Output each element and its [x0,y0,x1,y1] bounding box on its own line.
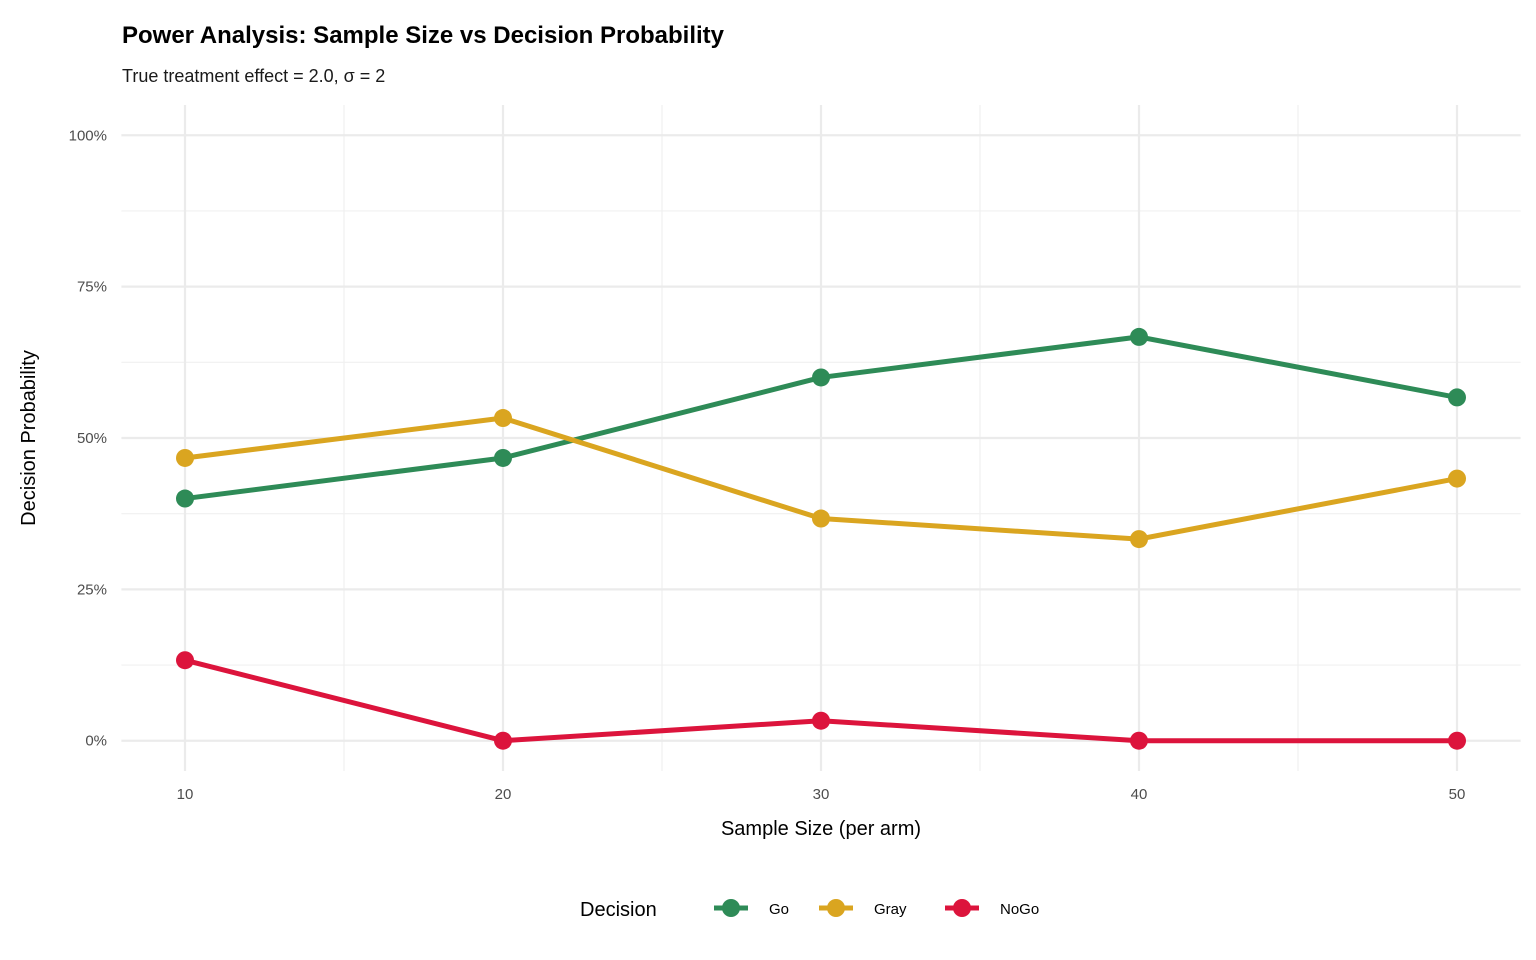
data-point-gray [494,409,512,428]
data-point-nogo [812,711,830,730]
legend-item-go: Go [714,899,789,918]
x-tick-label: 20 [495,786,512,803]
legend-key-point [827,899,845,917]
legend-label: NoGo [1000,901,1039,918]
data-point-gray [812,509,830,528]
data-point-go [812,368,830,387]
y-tick-label: 0% [85,733,107,750]
legend-key-point [722,899,740,917]
legend-label: Go [769,901,789,918]
x-tick-label: 50 [1449,786,1466,803]
data-point-gray [176,448,194,467]
y-tick-label: 25% [77,581,107,598]
series-nogo [176,651,1466,750]
series-gray [176,409,1466,549]
x-tick-label: 10 [177,786,194,803]
y-tick-label: 100% [69,127,107,144]
series-go [176,327,1466,508]
data-point-nogo [1448,731,1466,750]
y-tick-label: 75% [77,279,107,296]
data-point-gray [1448,469,1466,488]
legend: Decision Go Gray NoGo [580,899,1039,921]
legend-key-point [953,899,971,917]
data-point-nogo [1130,731,1148,750]
x-axis-ticks: 10 20 30 40 50 [177,786,1466,803]
data-point-gray [1130,530,1148,549]
chart-subtitle: True treatment effect = 2.0, σ = 2 [122,66,385,86]
y-axis-label: Decision Probability [18,350,40,526]
x-tick-label: 40 [1131,786,1148,803]
data-point-nogo [494,731,512,750]
legend-label: Gray [874,901,907,918]
y-axis-ticks: 0% 25% 50% 75% 100% [69,127,107,749]
chart-title: Power Analysis: Sample Size vs Decision … [122,22,725,49]
legend-item-gray: Gray [819,899,907,918]
legend-title: Decision [580,899,657,921]
y-tick-label: 50% [77,430,107,447]
series-group [176,327,1466,750]
data-point-nogo [176,651,194,670]
x-tick-label: 30 [813,786,830,803]
data-point-go [494,448,512,467]
x-axis-label: Sample Size (per arm) [721,818,921,840]
data-point-go [1130,327,1148,346]
data-point-go [1448,388,1466,407]
legend-item-nogo: NoGo [945,899,1039,918]
data-point-go [176,489,194,508]
